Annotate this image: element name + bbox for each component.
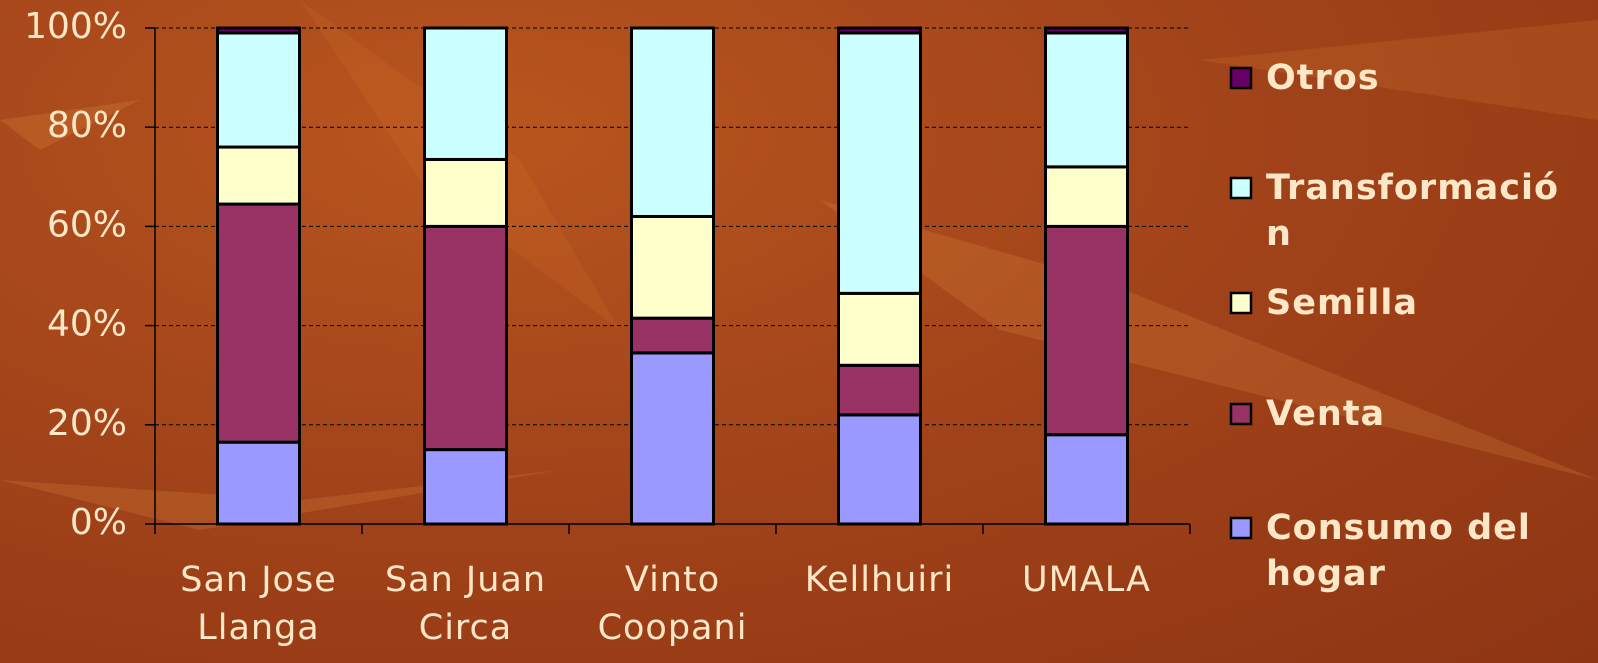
bar-segment [216, 145, 301, 206]
bar-segment [1044, 433, 1129, 526]
x-tick-label: San Juan Circa [384, 560, 547, 648]
bar-segment [1044, 26, 1129, 35]
bar-segment [837, 291, 922, 367]
y-tick-label: 40% [47, 304, 127, 345]
legend-swatch [1229, 176, 1253, 200]
y-tick-label: 60% [47, 204, 127, 245]
bar-segment [423, 157, 508, 228]
y-tick-label: 0% [70, 502, 127, 543]
bar-segment [837, 413, 922, 526]
legend-swatch [1229, 66, 1253, 90]
bar-segment [837, 26, 922, 35]
legend-label: Venta [1266, 394, 1386, 434]
legend-label: Consumo del hogar [1266, 508, 1531, 594]
legend-label: Otros [1266, 58, 1380, 98]
bar-segment [630, 26, 715, 218]
legend-swatch [1229, 402, 1253, 426]
bar-segment [630, 351, 715, 526]
x-tick-label: UMALA [1021, 560, 1151, 600]
bar-segment [837, 31, 922, 295]
bar-segment [216, 31, 301, 149]
bar-segment [1044, 31, 1129, 169]
legend-swatch [1229, 516, 1253, 540]
y-tick-label: 100% [24, 6, 127, 47]
bar-segment [1044, 224, 1129, 437]
bar-segment [216, 202, 301, 444]
y-tick-label: 80% [47, 105, 127, 146]
legend-label: Transformación [1266, 168, 1560, 254]
x-tick-label: Kellhuiri [804, 560, 955, 600]
bar-segment [630, 214, 715, 320]
x-tick-label: San Jose Llanga [180, 560, 337, 648]
bar-segment [1044, 165, 1129, 228]
bar-segment [216, 440, 301, 526]
bar-segment [423, 448, 508, 526]
bar-segment [630, 316, 715, 355]
bar-segment [216, 26, 301, 35]
x-tick-label: Vinto Coopani [597, 560, 748, 648]
bar-segment [423, 26, 508, 161]
bar-segment [837, 363, 922, 417]
y-tick-label: 20% [47, 403, 127, 444]
bar-segment [423, 224, 508, 452]
legend-swatch [1229, 291, 1253, 315]
legend-label: Semilla [1266, 283, 1419, 323]
